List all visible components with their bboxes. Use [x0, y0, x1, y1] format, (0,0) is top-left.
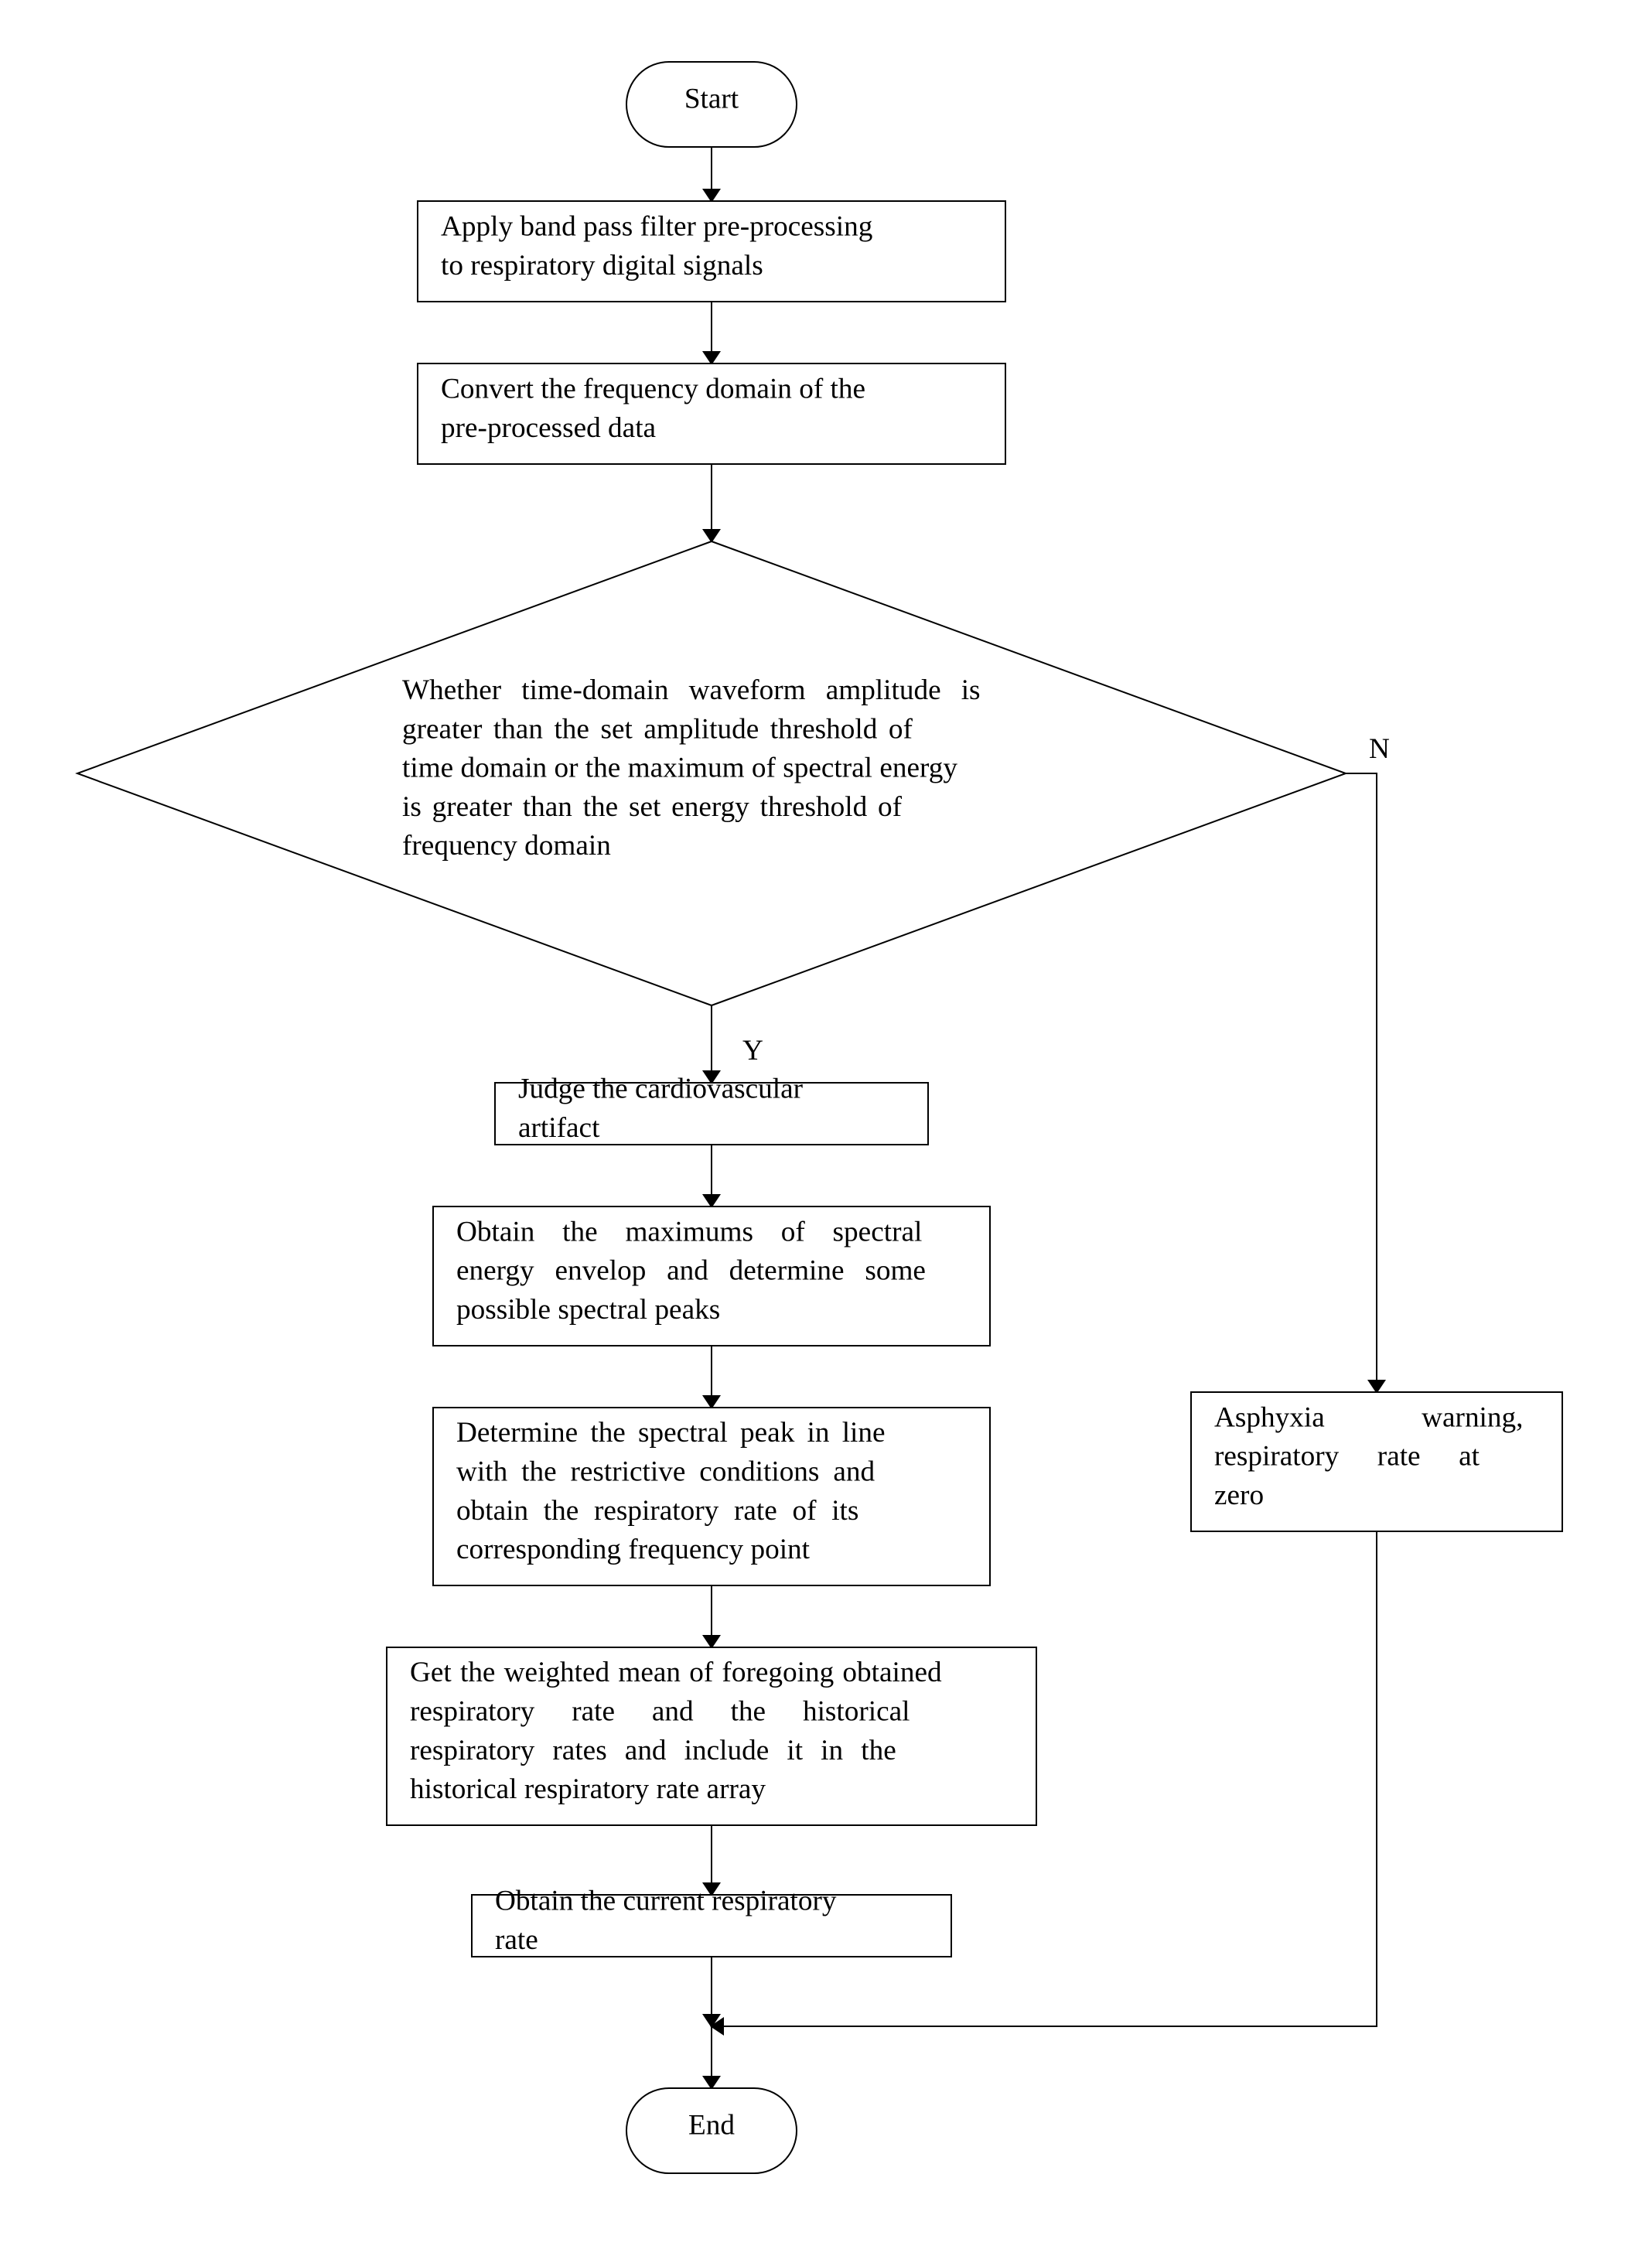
node-p1: Apply band pass filter pre-processingto …	[418, 201, 1005, 302]
node-start: Start	[626, 62, 797, 147]
node-p8: Asphyxia warning,respiratory rate atzero	[1191, 1392, 1562, 1531]
node-p7: Obtain the current respiratoryrate	[472, 1886, 951, 1957]
edge-label-N: N	[1369, 733, 1390, 765]
node-start-text: Start	[684, 84, 739, 115]
node-end-text: End	[688, 2110, 735, 2142]
nodes-group: Start Apply band pass filter pre-processi…	[77, 62, 1562, 2173]
node-p6: Get the weighted mean of foregoing obtai…	[387, 1647, 1036, 1825]
node-d1: Whether time-domain waveform amplitude i…	[77, 541, 1346, 1005]
node-p2: Convert the frequency domain of thepre-p…	[418, 363, 1005, 464]
node-end: End	[626, 2088, 797, 2173]
node-p3: Judge the cardiovascularartifact	[495, 1073, 928, 1145]
node-p4: Obtain the maximums of spectralenergy en…	[433, 1206, 990, 1346]
node-p5: Determine the spectral peak in linewith …	[433, 1408, 990, 1585]
edge-label-Y: Y	[742, 1035, 763, 1067]
edge-d1-p8	[1346, 773, 1377, 1392]
flowchart-canvas: Y N Start Apply band pass filter pre-proces…	[0, 0, 1652, 2256]
